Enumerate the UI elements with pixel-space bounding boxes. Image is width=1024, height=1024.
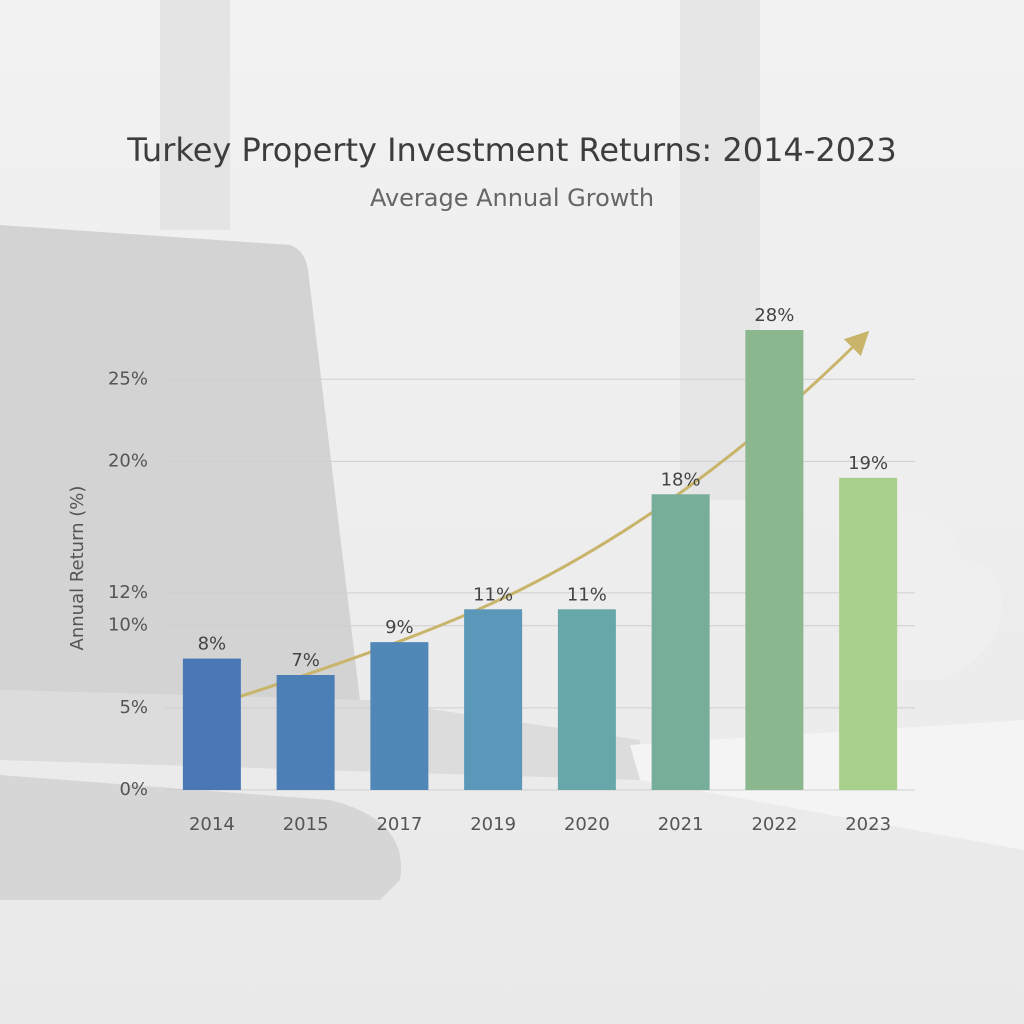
x-tick-label: 2020	[564, 814, 610, 835]
y-axis-label: Annual Return (%)	[67, 486, 88, 651]
bar	[370, 642, 429, 790]
x-tick-label: 2014	[189, 814, 235, 835]
y-tick-label: 20%	[108, 450, 148, 471]
y-tick-label: 5%	[119, 697, 148, 718]
bar	[464, 609, 523, 790]
y-tick-label: 0%	[119, 779, 148, 800]
data-label: 8%	[198, 634, 227, 655]
chart-subtitle: Average Annual Growth	[370, 184, 654, 212]
data-label: 7%	[291, 650, 320, 671]
bar	[557, 609, 616, 790]
x-tick-label: 2022	[751, 814, 797, 835]
y-tick-label: 25%	[108, 368, 148, 389]
data-label: 28%	[754, 305, 794, 326]
data-label: 11%	[567, 584, 607, 605]
data-label: 11%	[473, 584, 513, 605]
cup	[900, 510, 1002, 680]
bar	[839, 477, 898, 790]
data-label: 18%	[661, 469, 701, 490]
laptop-screen	[0, 225, 360, 700]
y-tick-label: 12%	[108, 582, 148, 603]
x-tick-label: 2023	[845, 814, 891, 835]
bar	[276, 675, 335, 790]
y-tick-label: 10%	[108, 615, 148, 636]
bar	[745, 330, 804, 790]
data-label: 9%	[385, 617, 414, 638]
phone	[0, 775, 402, 900]
data-label: 19%	[848, 453, 888, 474]
x-tick-label: 2015	[283, 814, 329, 835]
paper	[630, 720, 1024, 850]
bar	[182, 658, 241, 790]
x-tick-label: 2019	[470, 814, 516, 835]
chart-title: Turkey Property Investment Returns: 2014…	[126, 131, 897, 169]
window-frame	[160, 0, 230, 230]
x-tick-label: 2021	[658, 814, 704, 835]
x-tick-label: 2017	[376, 814, 422, 835]
bar	[651, 494, 710, 790]
